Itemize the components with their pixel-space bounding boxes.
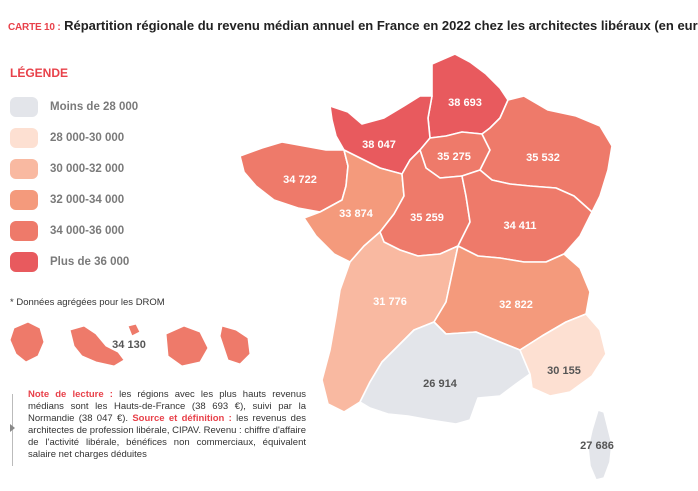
reading-note: Note de lecture : les régions avec les p… bbox=[28, 389, 306, 461]
legend-label: 30 000-32 000 bbox=[50, 163, 125, 175]
legend-swatch bbox=[10, 221, 38, 241]
legend-item-32000-34000: 32 000-34 000 bbox=[10, 189, 124, 211]
legend-label: 32 000-34 000 bbox=[50, 194, 125, 206]
region-occitanie[interactable] bbox=[359, 321, 531, 425]
source-label: Source et définition : bbox=[132, 413, 232, 424]
label-bretagne: 34 722 bbox=[283, 174, 317, 186]
label-centre-val-de-loire: 35 259 bbox=[410, 212, 444, 224]
label-pays-de-la-loire: 33 874 bbox=[339, 208, 374, 220]
map-title-text: Répartition régionale du revenu médian a… bbox=[60, 18, 698, 33]
drom-martinique[interactable] bbox=[69, 325, 125, 367]
legend-swatch bbox=[10, 128, 38, 148]
drom-guyane[interactable] bbox=[219, 325, 251, 365]
label-ile-de-france: 35 275 bbox=[437, 151, 471, 163]
legend-label: 34 000-36 000 bbox=[50, 225, 125, 237]
legend-item-30000-32000: 30 000-32 000 bbox=[10, 158, 124, 180]
region-bourgogne-franche-comte[interactable] bbox=[457, 169, 593, 263]
legend-swatch bbox=[10, 97, 38, 117]
label-nouvelle-aquitaine: 31 776 bbox=[373, 296, 407, 308]
label-drom: 34 130 bbox=[112, 339, 146, 351]
legend-label: Moins de 28 000 bbox=[50, 101, 139, 113]
label-corse: 27 686 bbox=[580, 440, 614, 452]
drom-guadeloupe[interactable] bbox=[9, 321, 45, 363]
legend-label: 28 000-30 000 bbox=[50, 132, 125, 144]
label-grand-est: 35 532 bbox=[526, 152, 560, 164]
region-corse[interactable] bbox=[587, 409, 613, 481]
label-paca: 30 155 bbox=[547, 365, 581, 377]
label-normandie: 38 047 bbox=[362, 139, 396, 151]
label-hauts-de-france: 38 693 bbox=[448, 97, 482, 109]
map-title-tag: CARTE 10 : bbox=[8, 22, 61, 33]
note-arrow-icon bbox=[10, 424, 15, 432]
legend-swatch bbox=[10, 190, 38, 210]
label-occitanie: 26 914 bbox=[423, 378, 458, 390]
legend-label: Plus de 36 000 bbox=[50, 256, 130, 268]
legend-item-lt28000: Moins de 28 000 bbox=[10, 96, 138, 118]
label-bourgogne-franche-comte: 34 411 bbox=[503, 220, 536, 232]
source-text: les revenus des architectes de professio… bbox=[28, 413, 306, 460]
drom-reunion[interactable] bbox=[165, 325, 209, 367]
legend-item-34000-36000: 34 000-36 000 bbox=[10, 220, 124, 242]
drom-mayotte-dot[interactable] bbox=[127, 323, 141, 337]
legend-item-28000-30000: 28 000-30 000 bbox=[10, 127, 124, 149]
reading-note-text: les régions avec les plus hauts revenus … bbox=[28, 389, 306, 424]
map-title: CARTE 10 : Répartition régionale du reve… bbox=[8, 18, 698, 33]
region-paca[interactable] bbox=[519, 313, 607, 397]
drom-note: * Données agrégées pour les DROM bbox=[10, 297, 165, 308]
legend-item-gt36000: Plus de 36 000 bbox=[10, 251, 129, 273]
legend-swatch bbox=[10, 159, 38, 179]
label-auvergne-rhone-alpes: 32 822 bbox=[499, 299, 533, 311]
legend-swatch bbox=[10, 252, 38, 272]
reading-note-label: Note de lecture : bbox=[28, 389, 113, 400]
legend-title: LÉGENDE bbox=[10, 66, 69, 80]
